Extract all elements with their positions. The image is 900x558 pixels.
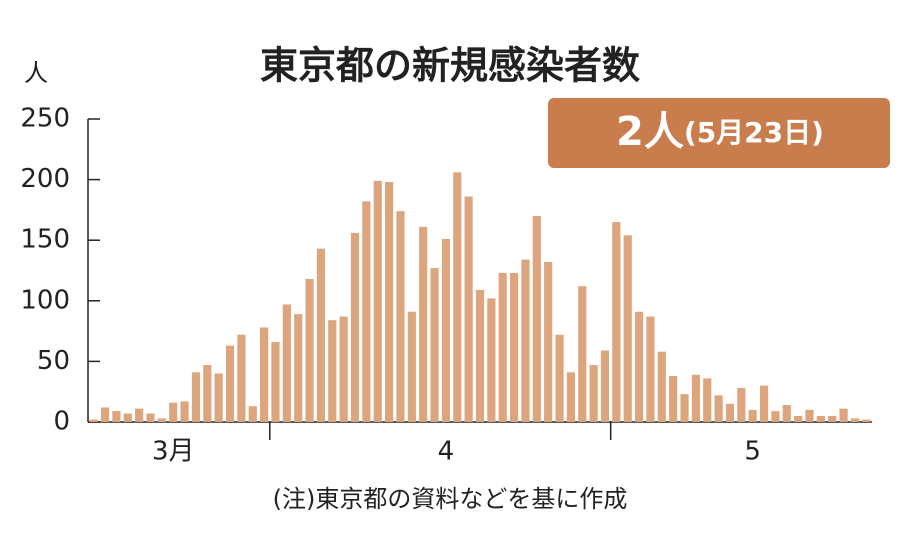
x-tick-label: 3月 [152,437,195,467]
bar [237,334,246,422]
bar [430,268,439,422]
bar [248,406,257,422]
bar [441,238,451,422]
y-tick-label: 100 [20,285,70,315]
bar [339,316,348,422]
bar [419,226,428,422]
x-tick-label: 5 [744,437,761,467]
bar [294,314,303,422]
x-tick-label: 4 [438,437,455,467]
bar [612,222,621,422]
bar [464,196,473,422]
bar [498,272,507,422]
annotation: 2人(5月23日) [616,109,824,155]
y-tick-label: 0 [53,407,70,437]
y-tick-label: 150 [20,225,70,255]
bar [816,415,825,422]
bar [680,394,689,422]
bar [373,180,382,422]
bar [135,408,144,422]
bar [260,327,269,422]
bar [578,286,587,422]
bar [100,407,110,422]
bar [214,373,223,422]
bar [89,419,98,422]
bar [725,403,735,422]
bar [759,385,769,422]
bar [407,311,416,422]
bar [691,374,700,422]
bar [169,402,178,422]
bar [714,395,723,422]
bar [487,298,496,422]
y-tick-label: 50 [37,346,70,376]
bar [862,419,871,422]
bar [532,215,541,422]
note: (注)東京都の資料などを基に作成 [273,485,628,513]
bar [396,211,405,422]
annotation-value: 2人 [616,109,684,155]
bar [555,334,564,422]
bar [191,372,201,422]
bar [271,342,280,422]
bar [748,409,757,422]
bar [316,248,326,422]
y-tick-label: 250 [20,104,70,134]
bar [646,316,655,422]
bar [771,411,780,422]
bar [657,351,666,422]
bar [794,415,803,422]
bar [225,345,235,422]
bar [669,375,678,422]
chart-title: 東京都の新規感染者数 [260,44,640,88]
bar [282,304,291,422]
bar [146,413,155,422]
bar [782,405,791,422]
bar [509,272,519,422]
bar [475,289,485,422]
bar [521,259,530,422]
bar [737,388,746,422]
bar [600,350,610,422]
bar [805,409,814,422]
bar [544,262,553,422]
bar [703,378,712,422]
bar [112,411,121,422]
bar [385,182,394,422]
bar [453,172,462,422]
annotation-box [548,98,890,168]
bar [157,418,166,422]
bar [850,418,860,422]
bar [828,415,837,422]
bar [623,235,632,422]
bar [328,320,337,422]
bar [350,232,360,422]
bar [566,372,575,422]
bar [180,401,189,422]
bar [362,201,371,422]
y-axis-unit: 人 [24,59,48,87]
y-tick-label: 200 [20,164,70,194]
bar [839,408,848,422]
bar [305,278,314,422]
bar [203,365,212,422]
bar [123,413,132,422]
annotation-date: (5月23日) [684,116,824,149]
bar [589,365,598,422]
bar [634,311,644,422]
